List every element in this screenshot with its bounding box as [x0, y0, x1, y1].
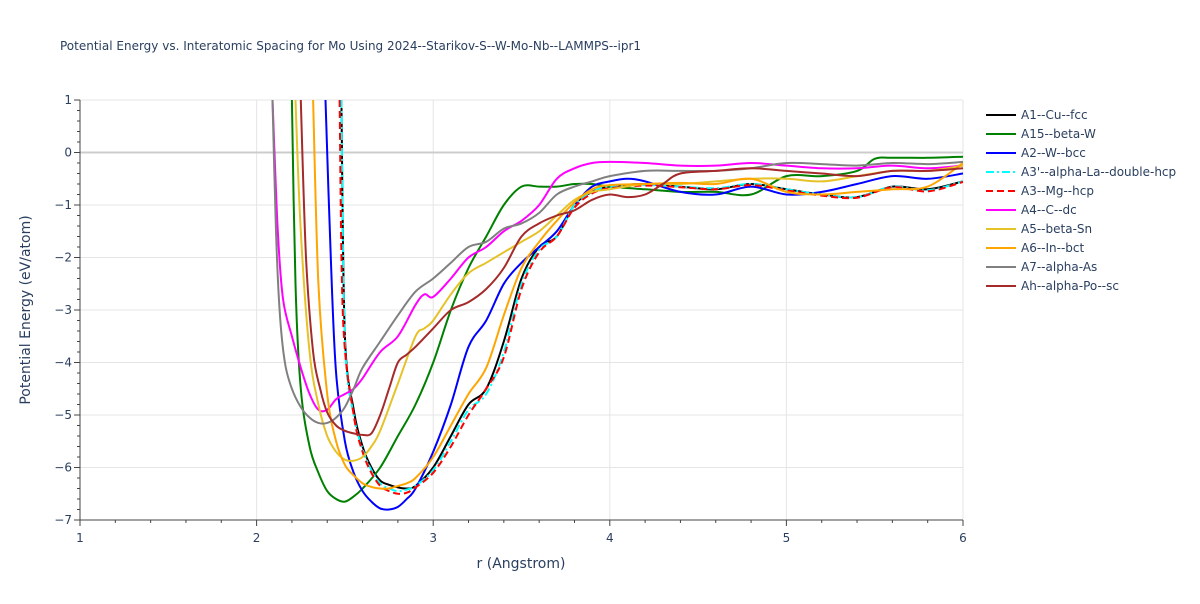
legend-label: A2--W--bcc [1021, 146, 1086, 160]
chart-title: Potential Energy vs. Interatomic Spacing… [60, 39, 641, 53]
y-tick-label: 0 [64, 146, 72, 160]
series-line-a1-cu-fcc [340, 100, 963, 490]
legend-label: A3--Mg--hcp [1021, 184, 1094, 198]
y-tick-label: −7 [54, 513, 72, 527]
series-line-a3-alpha-la-double-hcp [340, 100, 963, 493]
series-line-a3-mg-hcp [338, 100, 963, 495]
legend-item[interactable]: A3'--alpha-La--double-hcp [986, 165, 1176, 179]
legend-item[interactable]: Ah--alpha-Po--sc [986, 279, 1119, 293]
y-tick-label: 1 [64, 93, 72, 107]
legend-label: A1--Cu--fcc [1021, 108, 1088, 122]
x-tick-label: 2 [253, 531, 261, 545]
series-line-ah-alpha-po-sc [299, 100, 963, 437]
series-line-a2-w-bcc [324, 100, 963, 511]
legend-label: A3'--alpha-La--double-hcp [1021, 165, 1176, 179]
x-tick-label: 1 [76, 531, 84, 545]
y-tick-label: −6 [54, 461, 72, 475]
legend-item[interactable]: A15--beta-W [986, 127, 1096, 141]
legend-label: A7--alpha-As [1021, 260, 1097, 274]
legend[interactable]: A1--Cu--fcc A15--beta-W A2--W--bcc A3'--alp… [986, 108, 1176, 293]
legend-label: A5--beta-Sn [1021, 222, 1092, 236]
series-line-a5-beta-sn [294, 100, 963, 462]
legend-label: A4--C--dc [1021, 203, 1077, 217]
x-tick-label: 3 [429, 531, 437, 545]
legend-label: A15--beta-W [1021, 127, 1096, 141]
series-line-a15-beta-w [290, 100, 963, 503]
legend-item[interactable]: A6--In--bct [986, 241, 1085, 255]
x-tick-label: 5 [783, 531, 791, 545]
legend-item[interactable]: A7--alpha-As [986, 260, 1097, 274]
legend-label: A6--In--bct [1021, 241, 1085, 255]
series-line-a6-in-bct [312, 100, 963, 490]
legend-item[interactable]: A3--Mg--hcp [986, 184, 1094, 198]
series-line-a4-c-dc [271, 100, 963, 413]
y-tick-label: −3 [54, 303, 72, 317]
legend-item[interactable]: A5--beta-Sn [986, 222, 1092, 236]
x-axis-title: r (Angstrom) [477, 556, 566, 572]
grid [79, 99, 964, 521]
axes [79, 100, 963, 521]
y-tick-label: −5 [54, 408, 72, 422]
y-tick-label: −2 [54, 251, 72, 265]
x-tick-label: 4 [606, 531, 614, 545]
legend-item[interactable]: A4--C--dc [986, 203, 1077, 217]
y-axis-title: Potential Energy (eV/atom) [18, 215, 34, 404]
legend-label: Ah--alpha-Po--sc [1021, 279, 1119, 293]
x-tick-label: 6 [959, 531, 967, 545]
y-tick-label: −4 [54, 356, 72, 370]
legend-item[interactable]: A1--Cu--fcc [986, 108, 1088, 122]
y-tick-label: −1 [54, 198, 72, 212]
series-lines [271, 100, 963, 511]
x-axis-ticks: 1 2 3 4 5 6 [76, 520, 967, 545]
legend-item[interactable]: A2--W--bcc [986, 146, 1086, 160]
